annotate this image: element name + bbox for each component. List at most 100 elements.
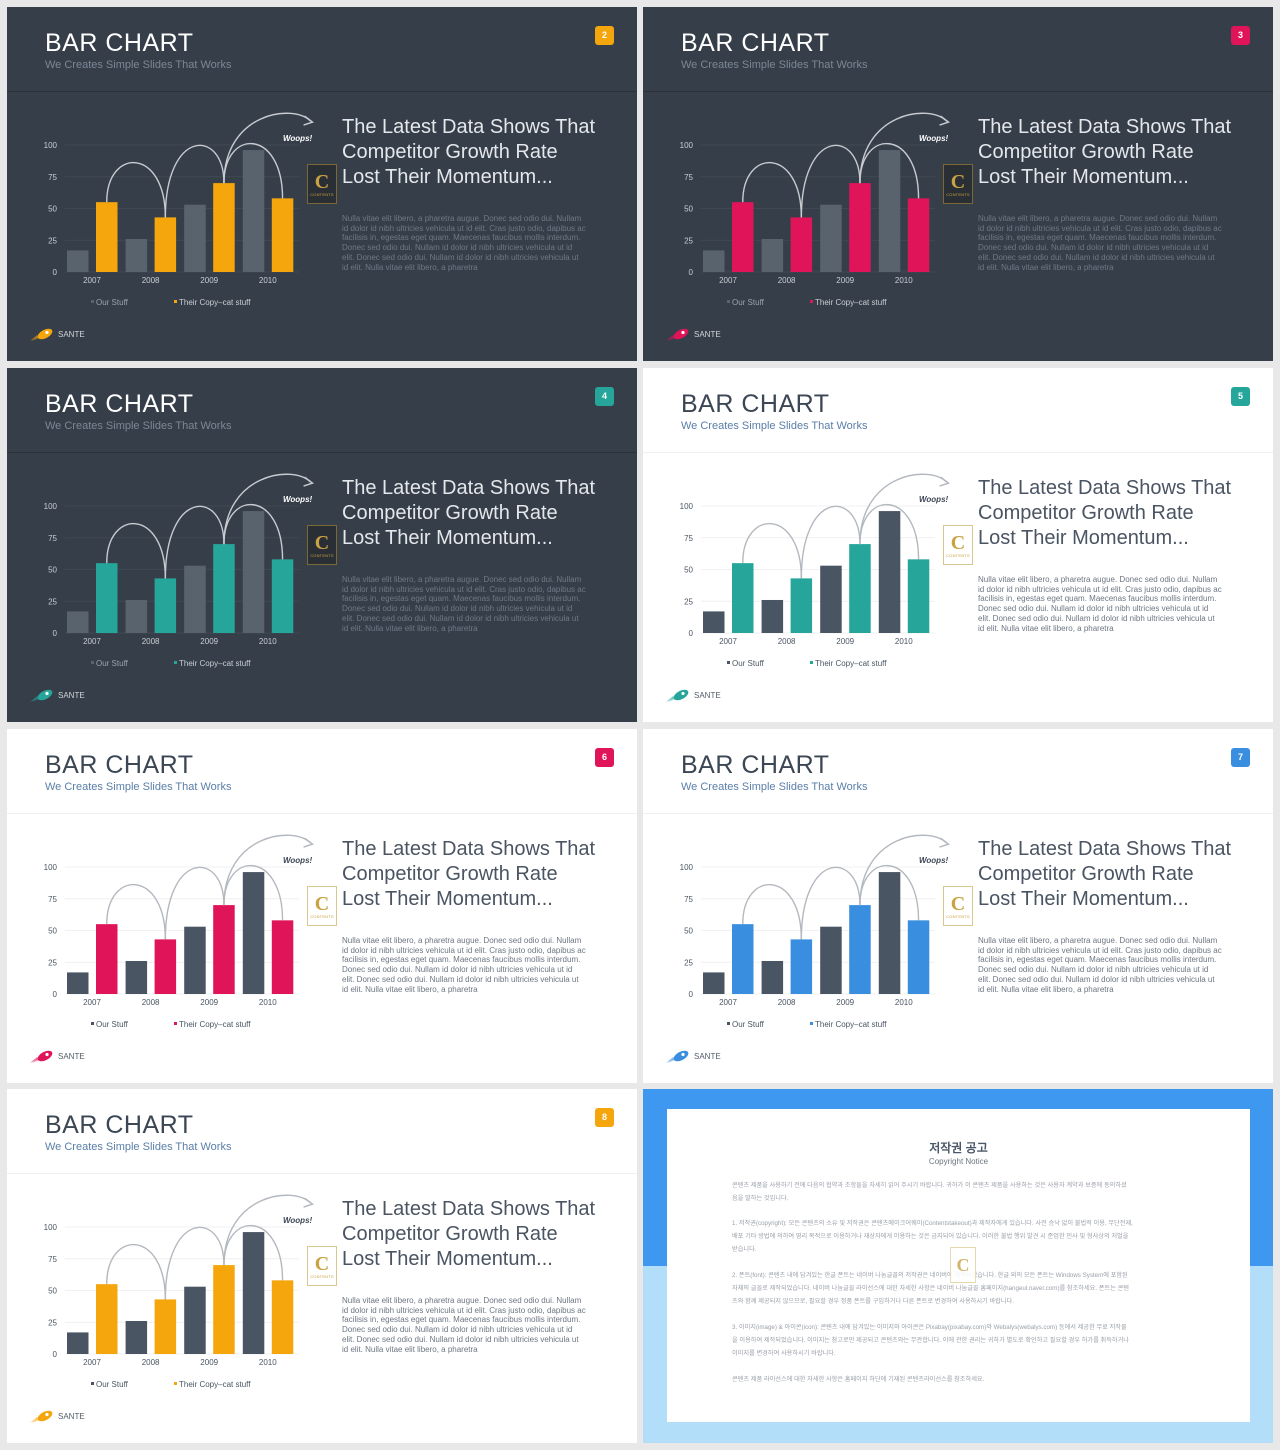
bar-copycat — [907, 559, 930, 633]
y-tick-label: 0 — [689, 629, 694, 638]
header-divider — [643, 91, 1273, 92]
copyright-line: 이미지를 변경하여 사용하시기 바랍니다. — [732, 1350, 836, 1357]
arrow-head — [303, 476, 315, 487]
legend-label-our: Our Stuff — [96, 1380, 129, 1389]
legend-label-our: Our Stuff — [96, 659, 129, 668]
headline-line: Competitor Growth Rate — [342, 1223, 558, 1245]
bar-our-stuff — [820, 926, 842, 994]
copyright-line: 3. 이미지(image) & 아이콘(icon): 콘텐츠 내에 담겨있는 이… — [732, 1324, 1127, 1331]
bar-copycat — [271, 1280, 294, 1354]
body-paragraph: Nulla vitae elit libero, a pharetra augu… — [342, 936, 607, 994]
logo-letter: C — [314, 1252, 330, 1275]
legend-swatch-our — [91, 1022, 94, 1025]
arc-arrow — [223, 865, 284, 921]
logo-letter: C — [950, 531, 966, 554]
body-line: id elit. Nulla vitae elit libero, a phar… — [342, 984, 478, 994]
header-divider — [7, 91, 637, 92]
body-line: Nulla vitae elit libero, a pharetra augu… — [978, 575, 1218, 584]
arc-arrow-final — [223, 473, 312, 545]
body-line: id dolor id nibh ultricies vehicula ut i… — [978, 223, 1222, 233]
woops-annotation: Woops! — [919, 134, 949, 143]
header-divider — [7, 452, 637, 453]
arc-arrow — [223, 504, 284, 560]
copyright-slide: 저작권 공고 Copyright Notice 콘텐츠 제품을 사용하기 전에 … — [643, 1089, 1273, 1443]
arrow-head — [303, 115, 315, 126]
logo-caption: CONTENTS — [946, 552, 970, 558]
y-tick-label: 100 — [680, 863, 694, 872]
bar-our-stuff — [184, 1286, 206, 1354]
arc-arrow — [223, 1225, 284, 1281]
body-line: id dolor id nibh ultricies vehicula ut i… — [342, 584, 586, 594]
headline-line: Lost Their Momentum... — [978, 527, 1189, 549]
bar-our-stuff — [242, 872, 265, 994]
brand-name: SANTE — [58, 1411, 85, 1421]
logo-letter: C — [314, 892, 330, 915]
legend-swatch-our — [727, 661, 730, 664]
body-line: facilisis in, egestas eget quam. Maecena… — [342, 955, 581, 965]
slide-subtitle: We Creates Simple Slides That Works — [45, 59, 232, 71]
x-tick-label: 2008 — [142, 276, 160, 285]
slide-title: BAR CHART — [45, 751, 194, 779]
slide-6: BAR CHART We Creates Simple Slides That W… — [7, 729, 637, 1083]
brand-mark: SANTE — [29, 1408, 85, 1424]
legend-label-copycat: Their Copy–cat stuff — [815, 298, 887, 307]
legend-label-our: Our Stuff — [732, 659, 765, 668]
contents-logo: C CONTENTS — [307, 886, 337, 926]
logo-caption: CONTENTS — [946, 191, 970, 197]
slide-subtitle: We Creates Simple Slides That Works — [681, 420, 868, 432]
bar-our-stuff — [703, 972, 725, 994]
brand-mark: SANTE — [665, 326, 721, 342]
bar-copycat — [154, 1299, 177, 1354]
body-line: Donec sed odio dui. Nullam id dolor id n… — [342, 1325, 573, 1335]
page-number-badge: 8 — [595, 1108, 614, 1127]
legend-swatch-copycat — [810, 661, 813, 664]
bar-our-stuff — [184, 565, 206, 633]
logo-caption: CONTENTS — [310, 552, 334, 558]
body-line: elit. Donec sed odio dui. Nullam id dolo… — [978, 974, 1215, 984]
rocket-icon — [30, 1410, 53, 1423]
y-tick-label: 75 — [48, 534, 57, 543]
bar-chart: 0 25 50 75 100 2007 2008 2009 2010 Woops! Our Stuf… — [44, 112, 315, 307]
x-tick-label: 2009 — [200, 1358, 218, 1367]
copyright-line: 츠와 함께 제공되지 않으므로, 필요할 경우 정품 폰트를 구입하거나 다른 … — [732, 1298, 1014, 1305]
headline-line: The Latest Data Shows That — [342, 1198, 596, 1220]
brand-name: SANTE — [58, 329, 85, 339]
y-tick-label: 100 — [44, 502, 58, 511]
x-tick-label: 2010 — [259, 1358, 277, 1367]
legend-swatch-copycat — [810, 300, 813, 303]
y-tick-label: 75 — [684, 534, 693, 543]
y-tick-label: 50 — [684, 205, 693, 214]
body-line: elit. Donec sed odio dui. Nullam id dolo… — [342, 613, 579, 623]
bar-copycat — [96, 1284, 118, 1354]
slide-title: BAR CHART — [681, 751, 830, 779]
y-tick-label: 75 — [48, 173, 57, 182]
logo-letter: C — [950, 892, 966, 915]
arrow-head — [939, 115, 951, 126]
brand-name: SANTE — [694, 690, 721, 700]
legend-swatch-our — [727, 1022, 730, 1025]
bar-our-stuff — [67, 1332, 89, 1354]
copyright-line: 음을 말하는 것입니다. — [732, 1195, 789, 1202]
arrow-head — [303, 837, 315, 848]
legend-label-copycat: Their Copy–cat stuff — [179, 298, 251, 307]
bar-our-stuff — [242, 1232, 265, 1354]
body-line: Nulla vitae elit libero, a pharetra augu… — [342, 214, 582, 223]
arc-arrow — [800, 866, 861, 940]
body-paragraph: Nulla vitae elit libero, a pharetra augu… — [978, 575, 1243, 633]
body-paragraph: Nulla vitae elit libero, a pharetra augu… — [342, 214, 607, 272]
body-line: Nulla vitae elit libero, a pharetra augu… — [978, 214, 1218, 223]
bar-our-stuff — [125, 238, 148, 272]
logo-letter: C — [314, 531, 330, 554]
y-tick-label: 50 — [684, 927, 693, 936]
legend-label-our: Our Stuff — [96, 298, 129, 307]
y-tick-label: 100 — [44, 141, 58, 150]
body-line: Donec sed odio dui. Nullam id dolor id n… — [342, 243, 573, 253]
rocket-icon — [666, 328, 689, 341]
body-line: Nulla vitae elit libero, a pharetra augu… — [342, 575, 582, 584]
body-line: Nulla vitae elit libero, a pharetra augu… — [342, 1296, 582, 1305]
body-line: Donec sed odio dui. Nullam id dolor id n… — [978, 604, 1209, 614]
bar-our-stuff — [242, 511, 265, 633]
bar-chart: 0 25 50 75 100 2007 2008 2009 2010 Woops! Our Stuf… — [680, 112, 951, 307]
body-line: id dolor id nibh ultricies vehicula ut i… — [342, 945, 586, 955]
slide-subtitle: We Creates Simple Slides That Works — [45, 781, 232, 793]
